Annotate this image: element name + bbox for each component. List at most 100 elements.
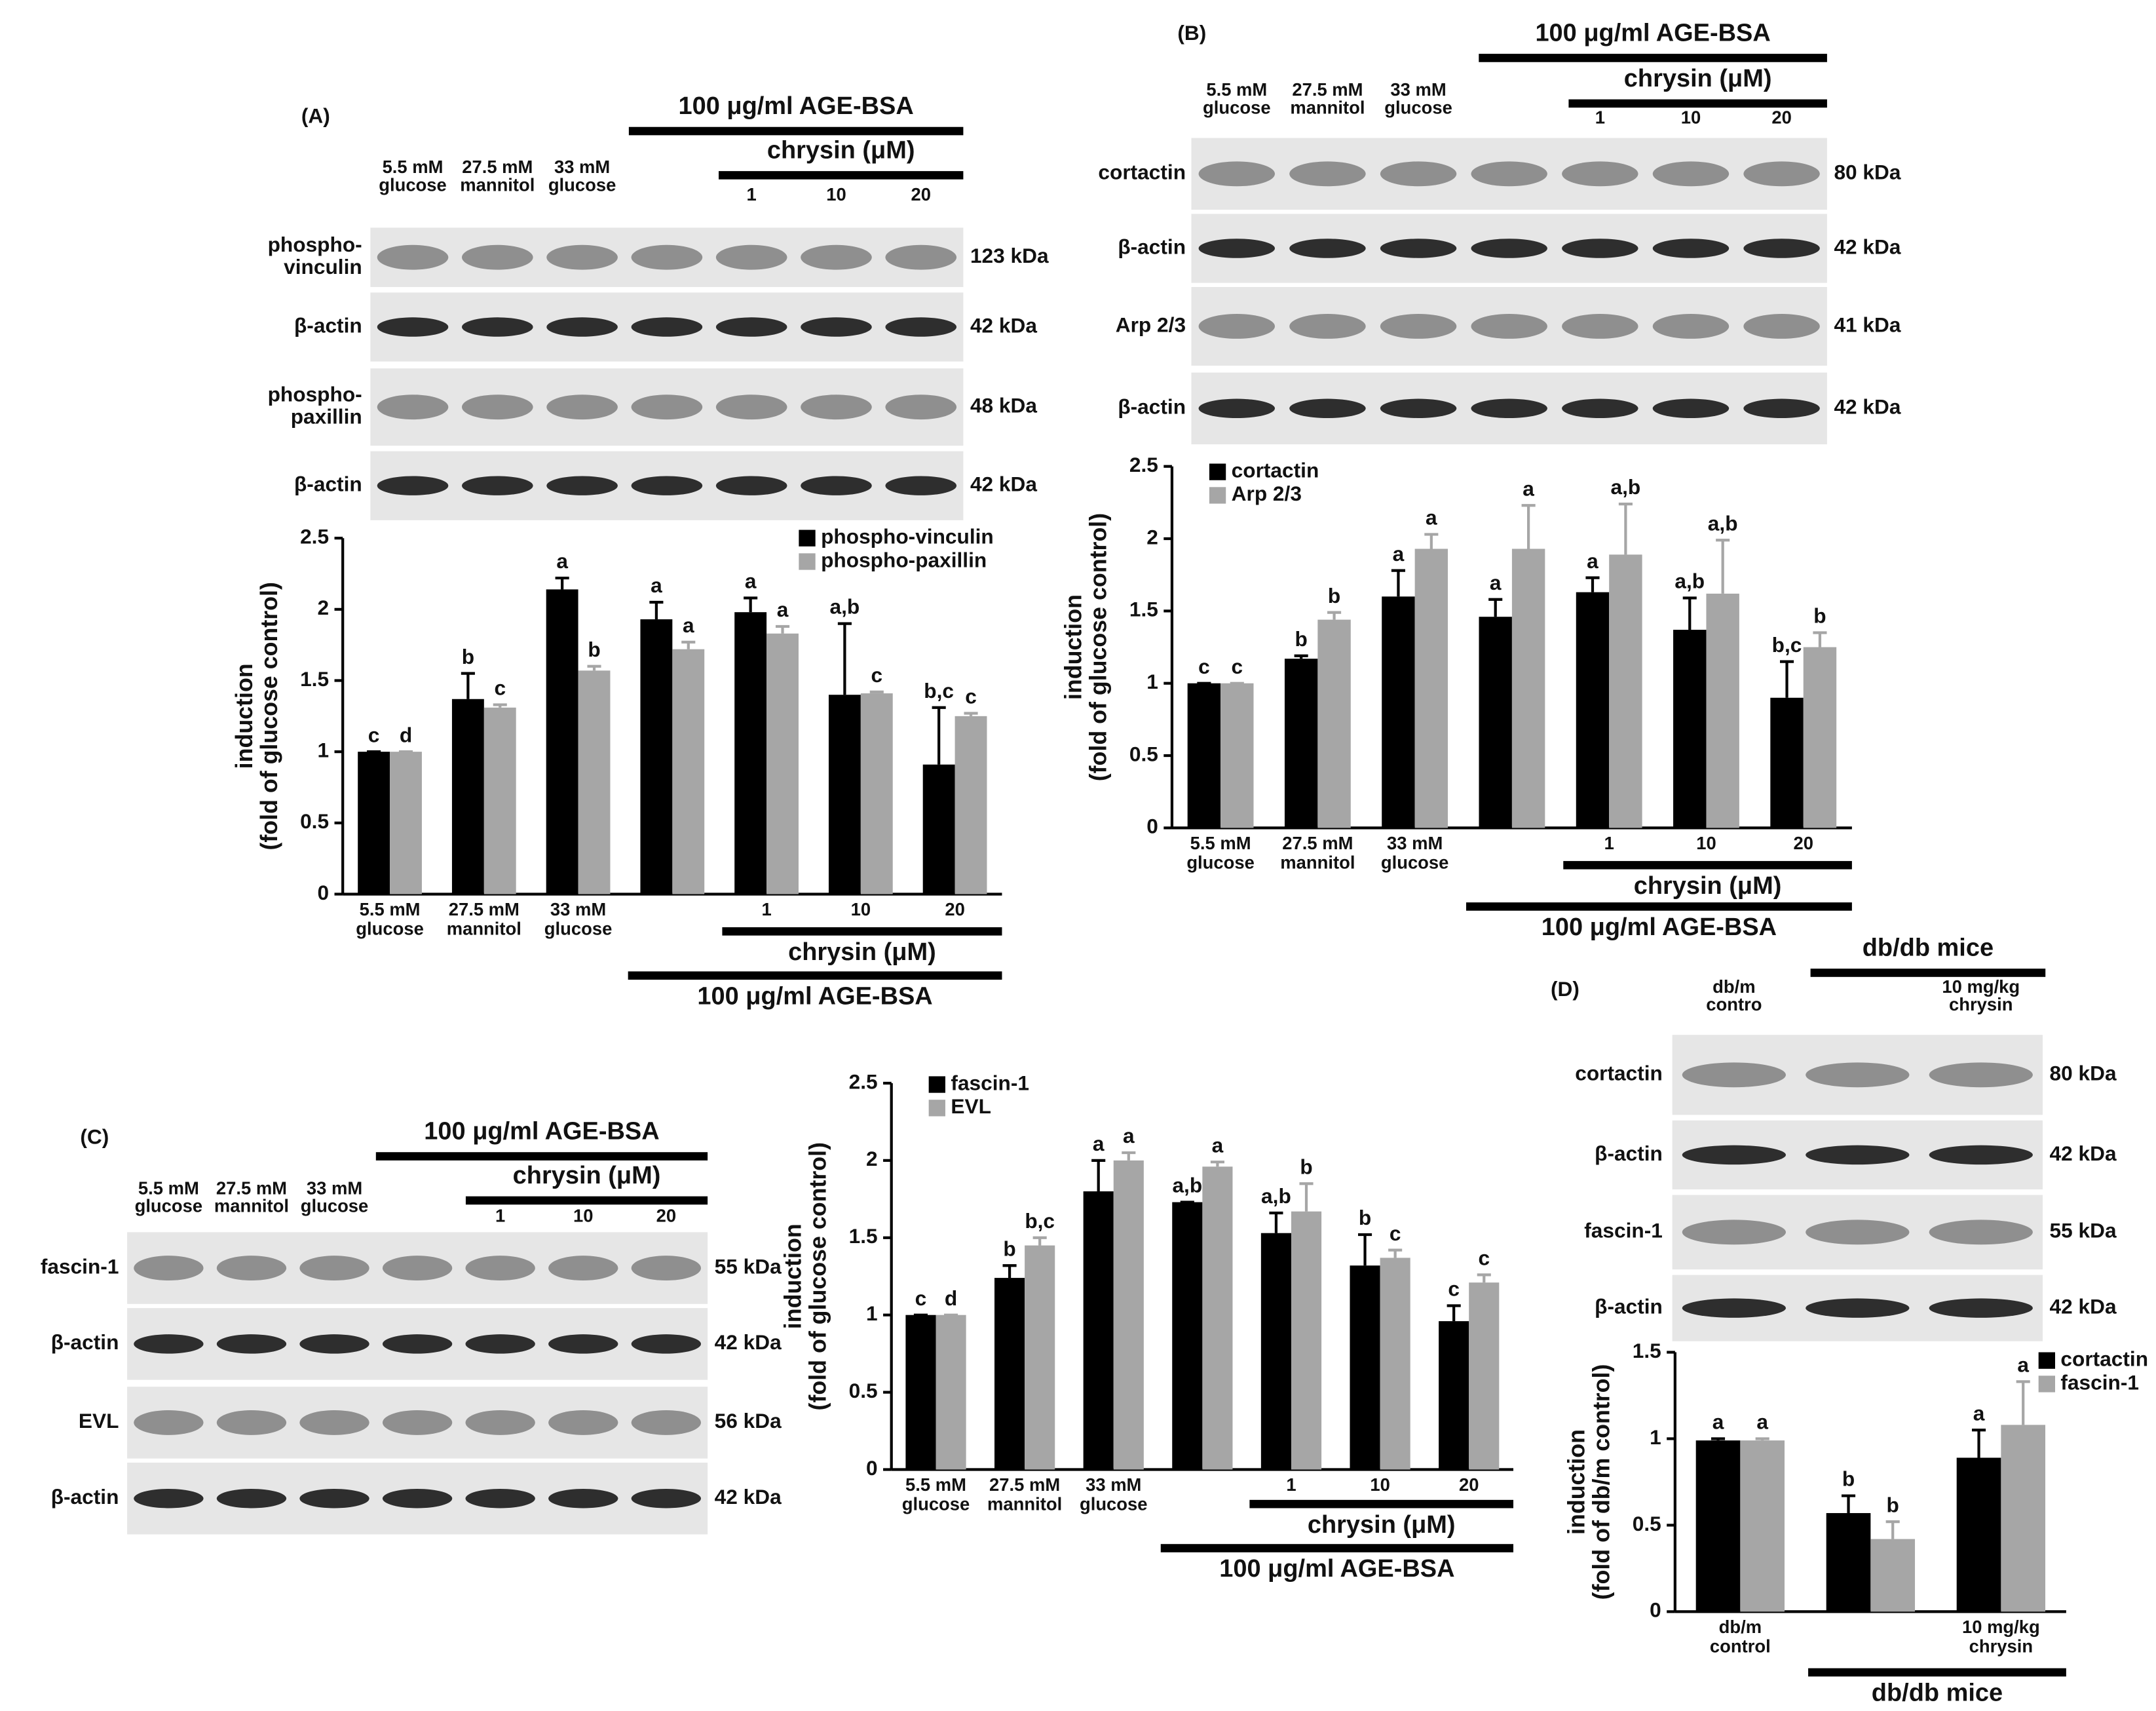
bracket-bar bbox=[1563, 860, 1852, 870]
row-label: β-actin bbox=[51, 1330, 119, 1354]
bar bbox=[1511, 548, 1545, 828]
lane-label: mannitol bbox=[214, 1196, 289, 1216]
significance-letter: b bbox=[1813, 604, 1826, 628]
blot-band bbox=[382, 1256, 453, 1281]
bracket-label: 100 μg/ml AGE-BSA bbox=[697, 982, 932, 1010]
header-bar bbox=[1810, 969, 2046, 977]
blot-band bbox=[1806, 1298, 1910, 1318]
panel-label: (D) bbox=[1551, 977, 1579, 1001]
blot-band bbox=[801, 476, 872, 495]
x-tick-label: 10 bbox=[1696, 833, 1716, 853]
significance-letter: a bbox=[1123, 1124, 1135, 1147]
significance-letter: a bbox=[1393, 542, 1405, 566]
bar bbox=[1695, 1440, 1741, 1612]
legend-swatch bbox=[799, 553, 816, 570]
y-tick-label: 0.5 bbox=[300, 809, 329, 833]
significance-letter: c bbox=[494, 676, 506, 700]
significance-letter: c bbox=[915, 1286, 927, 1310]
blot-band bbox=[216, 1410, 287, 1435]
blot-band bbox=[1806, 1062, 1910, 1088]
legend-swatch bbox=[2038, 1352, 2055, 1369]
blot-header: 100 μg/ml AGE-BSA bbox=[424, 1118, 659, 1145]
legend-label: cortactin bbox=[1232, 458, 1319, 482]
panel-label: (C) bbox=[80, 1125, 109, 1149]
significance-letter: a bbox=[1712, 1410, 1724, 1434]
bracket-label: 100 μg/ml AGE-BSA bbox=[1541, 913, 1777, 941]
blot-band bbox=[1929, 1145, 2033, 1165]
lane-label: 27.5 mM bbox=[1292, 79, 1363, 100]
legend-swatch bbox=[799, 529, 816, 547]
x-tick-label: chrysin bbox=[1969, 1636, 2033, 1656]
x-tick-label: glucose bbox=[1080, 1494, 1148, 1514]
lane-label: 33 mM bbox=[554, 157, 610, 177]
blot-band bbox=[1289, 314, 1366, 339]
y-tick-label: 2.5 bbox=[849, 1069, 878, 1093]
x-tick-label: 20 bbox=[1459, 1474, 1479, 1495]
bar bbox=[860, 693, 893, 894]
significance-letter: b bbox=[1328, 584, 1340, 607]
x-tick-label: 1 bbox=[1286, 1474, 1296, 1495]
lane-label: contro bbox=[1706, 994, 1762, 1014]
size-label: 48 kDa bbox=[970, 394, 1037, 417]
bar bbox=[1706, 593, 1739, 828]
blot-header: 100 μg/ml AGE-BSA bbox=[1535, 20, 1770, 47]
blot-band bbox=[382, 1334, 453, 1354]
y-tick-label: 0.5 bbox=[849, 1379, 878, 1402]
x-tick-label: 5.5 mM bbox=[1190, 833, 1251, 853]
row-label: β-actin bbox=[294, 472, 362, 496]
blot-band bbox=[631, 244, 703, 270]
blot-band bbox=[377, 476, 449, 495]
x-tick-label: glucose bbox=[1381, 852, 1449, 872]
significance-letter: c bbox=[368, 723, 380, 746]
x-tick-label: glucose bbox=[356, 918, 424, 938]
significance-letter: a,b bbox=[1674, 569, 1705, 593]
blot-band bbox=[548, 1488, 618, 1509]
y-tick-label: 1.5 bbox=[1129, 598, 1158, 621]
lane-label: 10 bbox=[1681, 107, 1701, 127]
blot-band bbox=[1198, 161, 1276, 187]
significance-letter: b,c bbox=[1772, 633, 1802, 657]
significance-letter: d bbox=[945, 1286, 957, 1310]
bar bbox=[1803, 647, 1837, 828]
significance-letter: a,b bbox=[1261, 1184, 1291, 1208]
y-axis-label: (fold of glucose control) bbox=[256, 582, 282, 850]
legend-label: phospho-vinculin bbox=[821, 525, 994, 548]
blot-band bbox=[377, 394, 449, 420]
bar bbox=[828, 695, 861, 894]
bar bbox=[905, 1315, 936, 1470]
y-tick-label: 1.5 bbox=[1633, 1339, 1661, 1362]
row-label: β-actin bbox=[294, 313, 362, 337]
y-axis-label: induction bbox=[231, 663, 257, 769]
significance-letter: a,b bbox=[830, 595, 860, 619]
blot-band bbox=[801, 244, 872, 270]
y-axis-label: (fold of glucose control) bbox=[1086, 513, 1112, 781]
x-tick-label: 33 mM bbox=[550, 899, 606, 919]
y-axis-label: induction bbox=[1564, 1429, 1590, 1535]
legend-swatch bbox=[1209, 487, 1226, 504]
bar bbox=[2001, 1425, 2046, 1612]
significance-letter: a,b bbox=[1611, 475, 1641, 499]
blot-band bbox=[715, 476, 787, 495]
significance-letter: a bbox=[1212, 1133, 1224, 1157]
bar bbox=[1870, 1539, 1916, 1612]
significance-letter: c bbox=[1390, 1221, 1401, 1245]
size-label: 42 kDa bbox=[2050, 1142, 2117, 1165]
bar bbox=[1187, 683, 1221, 828]
blot-band bbox=[465, 1256, 535, 1281]
y-tick-label: 1.5 bbox=[300, 667, 329, 691]
bracket-bar bbox=[1808, 1668, 2066, 1677]
blot-band bbox=[715, 317, 787, 337]
significance-letter: a bbox=[1093, 1132, 1105, 1155]
legend-label: Arp 2/3 bbox=[1232, 482, 1302, 505]
bar bbox=[1260, 1233, 1291, 1470]
lane-label: glucose bbox=[1384, 98, 1452, 118]
significance-letter: a,b bbox=[1172, 1174, 1202, 1197]
y-tick-label: 0.5 bbox=[1633, 1512, 1661, 1535]
lane-label: glucose bbox=[301, 1196, 369, 1216]
header-bar bbox=[1479, 54, 1827, 62]
header-bar bbox=[628, 126, 964, 136]
blot-band bbox=[1380, 239, 1457, 258]
x-tick-label: 10 bbox=[1370, 1474, 1390, 1495]
bar bbox=[1350, 1265, 1380, 1470]
blot-band bbox=[1562, 239, 1638, 258]
